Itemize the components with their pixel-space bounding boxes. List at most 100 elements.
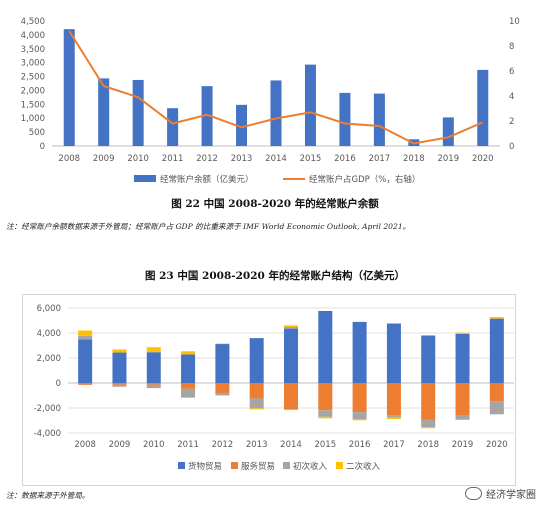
goods-bar-segment (181, 354, 196, 383)
balance-bar (98, 78, 110, 146)
balance-bar (373, 93, 385, 146)
legend-swatch-services (231, 462, 238, 469)
primary-income-bar-segment (249, 398, 264, 409)
watermark: 经济学家圈 (465, 486, 536, 501)
x-axis-tick-label: 2013 (246, 440, 268, 450)
x-axis-tick-label: 2016 (349, 440, 371, 450)
services-bar-segment (489, 383, 504, 402)
goods-bar-segment (146, 352, 161, 383)
primary-income-bar-segment (181, 388, 196, 398)
goods-bar-segment (249, 338, 264, 383)
primary-income-bar-segment (146, 384, 161, 389)
figure-23-note: 注：数据来源于外管局。 (6, 491, 90, 500)
gdp-share-line (68, 30, 484, 145)
primary-income-bar-segment (489, 401, 504, 415)
y-axis-tick-label: 0 (56, 379, 61, 389)
figure-22-caption: 图 22 中国 2008-2020 年的经常账户余额 (171, 198, 379, 210)
figure-23-frame (22, 294, 516, 486)
services-bar-segment (78, 383, 93, 385)
balance-bar (63, 29, 75, 147)
left-axis-tick-label: 2,000 (21, 86, 45, 96)
goods-bar-segment (421, 335, 436, 383)
right-axis-tick-label: 0 (509, 142, 514, 152)
services-bar-segment (284, 383, 298, 410)
services-bar-segment (215, 383, 230, 393)
primary-income-bar-segment (284, 326, 298, 329)
x-axis-tick-label: 2011 (162, 154, 184, 164)
primary-income-bar-segment (78, 335, 93, 340)
right-axis-tick-label: 4 (509, 92, 514, 102)
legend-label-goods: 货物贸易 (188, 461, 222, 472)
left-axis-tick-label: 0 (40, 142, 45, 152)
x-axis-tick-label: 2008 (74, 440, 96, 450)
wechat-logo-icon (465, 487, 482, 500)
x-axis-tick-label: 2014 (280, 440, 302, 450)
secondary-income-bar-segment (318, 416, 333, 419)
x-axis-tick-label: 2019 (437, 154, 459, 164)
x-axis-tick-label: 2009 (109, 440, 131, 450)
watermark-text: 经济学家圈 (486, 490, 536, 501)
figure-23-caption: 图 23 中国 2008-2020 年的经常账户结构（亿美元） (144, 270, 406, 282)
y-axis-tick-label: 2,000 (37, 354, 61, 364)
balance-bar (442, 117, 454, 146)
right-axis-tick-label: 2 (509, 117, 514, 127)
secondary-income-bar-segment (352, 419, 367, 421)
y-axis-tick-label: -2,000 (34, 404, 61, 414)
left-axis-tick-label: 3,500 (21, 45, 45, 55)
goods-bar-segment (455, 333, 470, 383)
balance-bar (167, 108, 179, 146)
x-axis-tick-label: 2011 (177, 440, 199, 450)
right-axis-tick-label: 6 (509, 67, 514, 77)
legend-swatch-primary-income (283, 462, 290, 469)
legend-label-services: 服务贸易 (241, 461, 275, 472)
balance-bar (236, 104, 248, 146)
legend-label-primary-income: 初次收入 (293, 461, 328, 472)
left-axis-tick-label: 2,500 (21, 73, 45, 83)
left-axis-tick-label: 1,000 (21, 114, 45, 124)
goods-bar-segment (352, 321, 367, 383)
secondary-income-bar-segment (386, 417, 401, 419)
balance-bar (132, 79, 144, 146)
balance-bar (201, 86, 213, 146)
left-axis-tick-label: 500 (29, 128, 45, 138)
left-axis-tick-label: 4,000 (21, 31, 45, 41)
primary-income-bar-segment (386, 415, 401, 418)
legend: 经常账户余额（亿美元） 经常账户占GDP（%，右轴） (134, 174, 420, 185)
x-axis-tick-label: 2017 (383, 440, 405, 450)
primary-income-bar-segment (455, 415, 470, 420)
secondary-income-bar-segment (489, 317, 504, 319)
y-axis-tick-label: 4,000 (37, 329, 61, 339)
secondary-income-bar-segment (112, 349, 127, 353)
legend-swatch-balance (134, 175, 156, 182)
secondary-income-bar-segment (284, 325, 298, 327)
x-axis-tick-label: 2014 (265, 154, 287, 164)
x-axis-tick-label: 2018 (417, 440, 439, 450)
secondary-income-bar-segment (421, 427, 436, 429)
legend-label-balance: 经常账户余额（亿美元） (160, 174, 254, 185)
right-axis-tick-label: 8 (509, 42, 514, 52)
goods-bar-segment (489, 318, 504, 383)
services-bar-segment (318, 383, 333, 411)
legend-label-secondary-income: 二次收入 (346, 461, 381, 472)
x-axis-tick-label: 2013 (231, 154, 253, 164)
secondary-income-bar-segment (181, 351, 196, 355)
chart-current-account-balance: 0 500 1,000 1,500 2,000 2,500 3,000 3,500 4,000 4… (21, 17, 520, 185)
balance-bar (477, 69, 489, 146)
services-bar-segment (455, 383, 470, 416)
x-axis-tick-label: 2012 (196, 154, 218, 164)
goods-bar-segment (284, 328, 298, 383)
x-axis-tick-label: 2012 (212, 440, 234, 450)
balance-bar (304, 64, 316, 146)
x-axis-tick-label: 2015 (314, 440, 336, 450)
x-axis-tick-label: 2016 (334, 154, 356, 164)
balance-bar (270, 80, 282, 146)
right-axis-tick-label: 10 (509, 17, 520, 27)
goods-bar-segment (318, 310, 333, 383)
primary-income-bar-segment (352, 412, 367, 419)
x-axis-tick-label: 2009 (93, 154, 115, 164)
x-axis-tick-label: 2017 (369, 154, 391, 164)
x-axis-tick-label: 2020 (486, 440, 508, 450)
left-axis-tick-label: 1,500 (21, 100, 45, 110)
services-bar-segment (421, 383, 436, 420)
